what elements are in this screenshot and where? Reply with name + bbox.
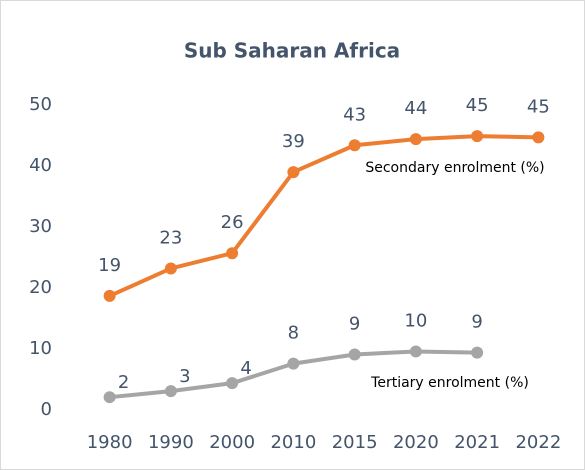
point bbox=[348, 348, 361, 361]
point bbox=[103, 289, 116, 302]
x-tick-label: 1980 bbox=[87, 432, 133, 453]
data-label: 4 bbox=[240, 358, 251, 379]
point bbox=[471, 130, 484, 143]
x-tick-label: 2010 bbox=[270, 432, 316, 453]
data-label: 45 bbox=[527, 96, 550, 117]
y-tick-label: 10 bbox=[29, 338, 52, 359]
y-tick-label: 20 bbox=[29, 277, 52, 298]
x-tick-label: 1990 bbox=[148, 432, 194, 453]
point bbox=[103, 391, 116, 404]
y-tick-label: 50 bbox=[29, 94, 52, 115]
chart-title: Sub Saharan Africa bbox=[184, 39, 400, 63]
x-tick-label: 2020 bbox=[393, 432, 439, 453]
data-label: 23 bbox=[159, 227, 182, 248]
point bbox=[164, 385, 177, 398]
x-tick-label: 2000 bbox=[209, 432, 255, 453]
point bbox=[287, 357, 300, 370]
data-label: 45 bbox=[466, 95, 489, 116]
data-label: 9 bbox=[349, 313, 360, 334]
point bbox=[409, 133, 422, 146]
series-label: Secondary enrolment (%) bbox=[365, 160, 544, 176]
data-label: 43 bbox=[343, 104, 366, 125]
point bbox=[226, 377, 239, 390]
point bbox=[471, 346, 484, 359]
data-label: 39 bbox=[282, 131, 305, 152]
point bbox=[409, 345, 422, 358]
data-label: 19 bbox=[98, 255, 121, 276]
data-label: 10 bbox=[404, 310, 427, 331]
point bbox=[348, 139, 361, 152]
data-label: 2 bbox=[118, 372, 129, 393]
data-label: 9 bbox=[471, 312, 482, 333]
x-tick-label: 2022 bbox=[515, 432, 561, 453]
data-label: 26 bbox=[221, 212, 244, 233]
series-label: Tertiary enrolment (%) bbox=[370, 375, 529, 391]
y-tick-label: 30 bbox=[29, 216, 52, 237]
point bbox=[532, 131, 545, 144]
data-label: 3 bbox=[179, 366, 190, 387]
data-label: 44 bbox=[404, 98, 427, 119]
x-tick-label: 2015 bbox=[332, 432, 378, 453]
series-line bbox=[108, 134, 539, 298]
y-tick-label: 40 bbox=[29, 155, 52, 176]
point bbox=[226, 247, 239, 260]
point bbox=[287, 166, 300, 179]
point bbox=[164, 262, 177, 275]
x-tick-label: 2021 bbox=[454, 432, 500, 453]
data-label: 8 bbox=[288, 323, 299, 344]
y-tick-label: 0 bbox=[41, 399, 52, 420]
